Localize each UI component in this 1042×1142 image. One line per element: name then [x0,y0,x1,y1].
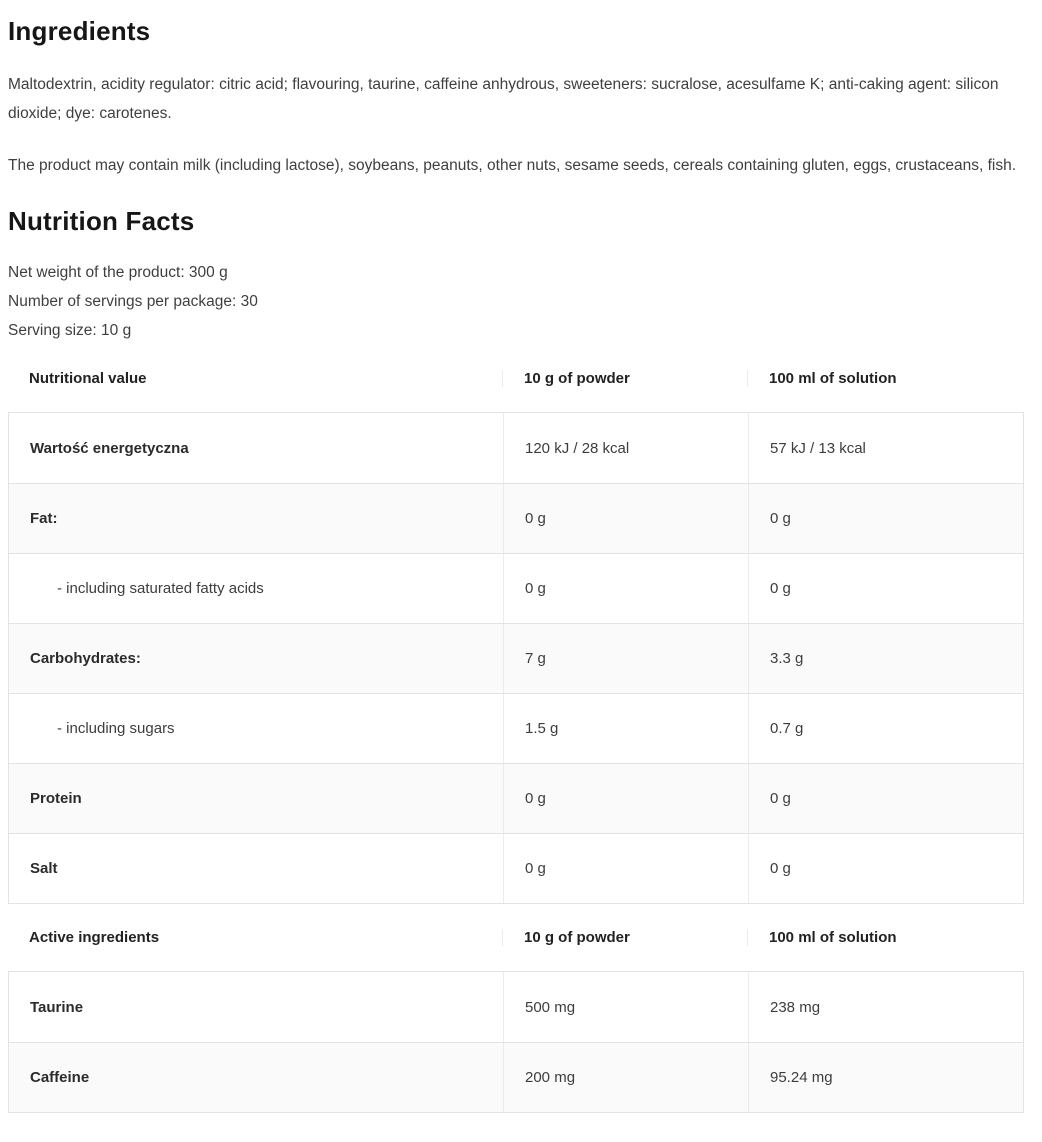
nutrition-header-col-0: Nutritional value [29,370,147,387]
nutrition-header-row: Nutritional value 10 g of powder 100 ml of… [8,345,1024,412]
product-details-page: Ingredients Maltodextrin, acidity regula… [8,16,1034,1113]
nutrition-table: Wartość energetyczna 120 kJ / 28 kcal 57 k… [8,412,1024,904]
nutrition-solution-value: 0 g [748,554,1023,623]
active-ingredients-powder-value: 500 mg [503,972,748,1042]
nutrition-row-label: Fat: [30,510,58,527]
nutrition-solution-value: 57 kJ / 13 kcal [748,413,1023,483]
nutrition-row: Carbohydrates: 7 g 3.3 g [9,623,1023,693]
active-ingredients-row: Taurine 500 mg 238 mg [9,972,1023,1042]
active-ingredients-header-row: Active ingredients 10 g of powder 100 ml o… [8,904,1024,971]
nutrition-table-section: Nutritional value 10 g of powder 100 ml of… [8,345,1034,904]
ingredients-heading: Ingredients [8,16,151,46]
nutrition-powder-value: 7 g [503,624,748,693]
nutrition-row-label: Wartość energetyczna [30,439,189,457]
nutrition-row-label: - including sugars [57,720,175,737]
nutrition-powder-value: 0 g [503,484,748,553]
active-ingredients-solution-value: 95.24 mg [748,1043,1023,1112]
nutrition-header-col-2: 100 ml of solution [747,370,1024,387]
active-ingredients-row: Caffeine 200 mg 95.24 mg [9,1042,1023,1112]
servings-count-text: Number of servings per package: 30 [8,293,258,310]
nutrition-solution-value: 0 g [748,834,1023,903]
ingredients-allergens-text: The product may contain milk (including … [8,157,1017,174]
active-ingredients-table-section: Active ingredients 10 g of powder 100 ml o… [8,904,1034,1113]
active-ingredients-row-label: Taurine [30,998,84,1016]
serving-size-text: Serving size: 10 g [8,322,132,339]
nutrition-solution-value: 0 g [748,764,1023,833]
net-weight-text: Net weight of the product: 300 g [8,264,228,281]
active-ingredients-header-col-0: Active ingredients [29,929,160,946]
active-ingredients-table: Taurine 500 mg 238 mg Caffeine 200 mg 95.24 m… [8,971,1024,1113]
nutrition-row-label: - including saturated fatty acids [57,580,264,597]
active-ingredients-row-label: Caffeine [30,1069,90,1086]
nutrition-powder-value: 1.5 g [503,694,748,763]
nutrition-solution-value: 3.3 g [748,624,1023,693]
nutrition-row: - including sugars 1.5 g 0.7 g [9,693,1023,763]
nutrition-facts-heading: Nutrition Facts [8,206,195,236]
nutrition-row-label: Protein [30,790,82,807]
nutrition-row-label: Salt [30,860,58,877]
active-ingredients-solution-value: 238 mg [748,972,1023,1042]
nutrition-solution-value: 0.7 g [748,694,1023,763]
active-ingredients-header-col-2: 100 ml of solution [747,929,1024,946]
ingredients-composition-text: Maltodextrin, acidity regulator: citric … [8,76,999,122]
active-ingredients-powder-value: 200 mg [503,1043,748,1112]
nutrition-powder-value: 0 g [503,554,748,623]
active-ingredients-header-col-1: 10 g of powder [502,929,747,946]
nutrition-powder-value: 120 kJ / 28 kcal [503,413,748,483]
nutrition-powder-value: 0 g [503,764,748,833]
nutrition-header-col-1: 10 g of powder [502,370,747,387]
serving-specs: Net weight of the product: 300 g Number … [8,258,1034,345]
nutrition-powder-value: 0 g [503,834,748,903]
nutrition-row: Wartość energetyczna 120 kJ / 28 kcal 57 k… [9,413,1023,483]
nutrition-row-label: Carbohydrates: [30,650,141,667]
nutrition-solution-value: 0 g [748,484,1023,553]
